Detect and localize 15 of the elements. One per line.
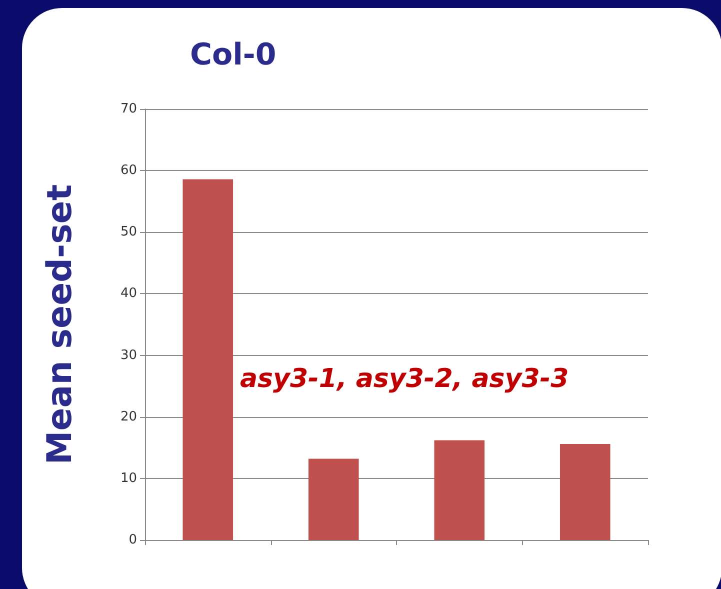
y-tick-label: 70 <box>120 102 137 116</box>
y-tick-label: 40 <box>120 286 137 302</box>
y-tick-label: 30 <box>120 348 137 363</box>
y-tick-label: 60 <box>120 163 137 178</box>
y-tick-label: 0 <box>128 532 137 548</box>
bar <box>182 179 234 540</box>
bar <box>434 440 485 540</box>
y-tick-label: 20 <box>120 409 137 424</box>
annotation: asy3-1, asy3-2, asy3-3 <box>240 364 569 394</box>
y-tick-label: 50 <box>120 224 137 240</box>
bar <box>560 444 610 540</box>
y-axis-title: Mean seed-set <box>40 184 80 465</box>
bar <box>308 458 359 540</box>
text: Col-0 <box>190 38 276 72</box>
y-tick-label: 10 <box>120 470 137 486</box>
